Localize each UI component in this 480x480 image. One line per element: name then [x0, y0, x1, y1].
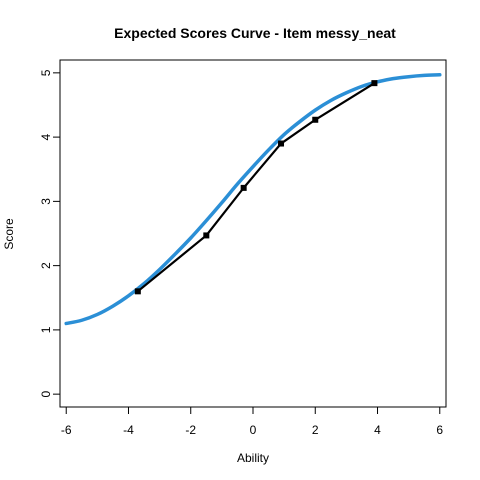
observed-score-point [312, 116, 319, 123]
x-tick-label: 0 [250, 423, 257, 437]
y-axis-label: Score [2, 218, 16, 250]
observed-score-point [134, 288, 141, 295]
observed-score-point [371, 80, 378, 87]
y-tick-label: 0 [39, 390, 53, 397]
series-layer [64, 73, 442, 326]
observed-score-line [137, 82, 375, 293]
x-axis: -6 -4 -2 0 2 4 6 [61, 406, 443, 437]
observed-score-point [240, 184, 247, 191]
x-tick-label: -6 [61, 423, 72, 437]
observed-score-point [278, 140, 285, 147]
x-tick-label: -2 [185, 423, 196, 437]
observed-score-point [203, 232, 210, 239]
x-axis-label: Ability [237, 451, 269, 465]
y-tick-label: 2 [39, 262, 53, 269]
plot-frame [59, 59, 447, 408]
chart-title: Expected Scores Curve - Item messy_neat [114, 25, 396, 41]
y-tick-label: 5 [39, 69, 53, 76]
y-tick-label: 4 [39, 133, 53, 140]
x-tick-label: 4 [374, 423, 381, 437]
y-tick-label: 3 [39, 198, 53, 205]
expected-score-curve [64, 73, 442, 326]
x-tick-label: 6 [436, 423, 443, 437]
y-axis: 0 1 2 3 4 5 [39, 69, 61, 397]
y-tick-label: 1 [39, 326, 53, 333]
x-tick-label: 2 [312, 423, 319, 437]
x-tick-label: -4 [123, 423, 134, 437]
